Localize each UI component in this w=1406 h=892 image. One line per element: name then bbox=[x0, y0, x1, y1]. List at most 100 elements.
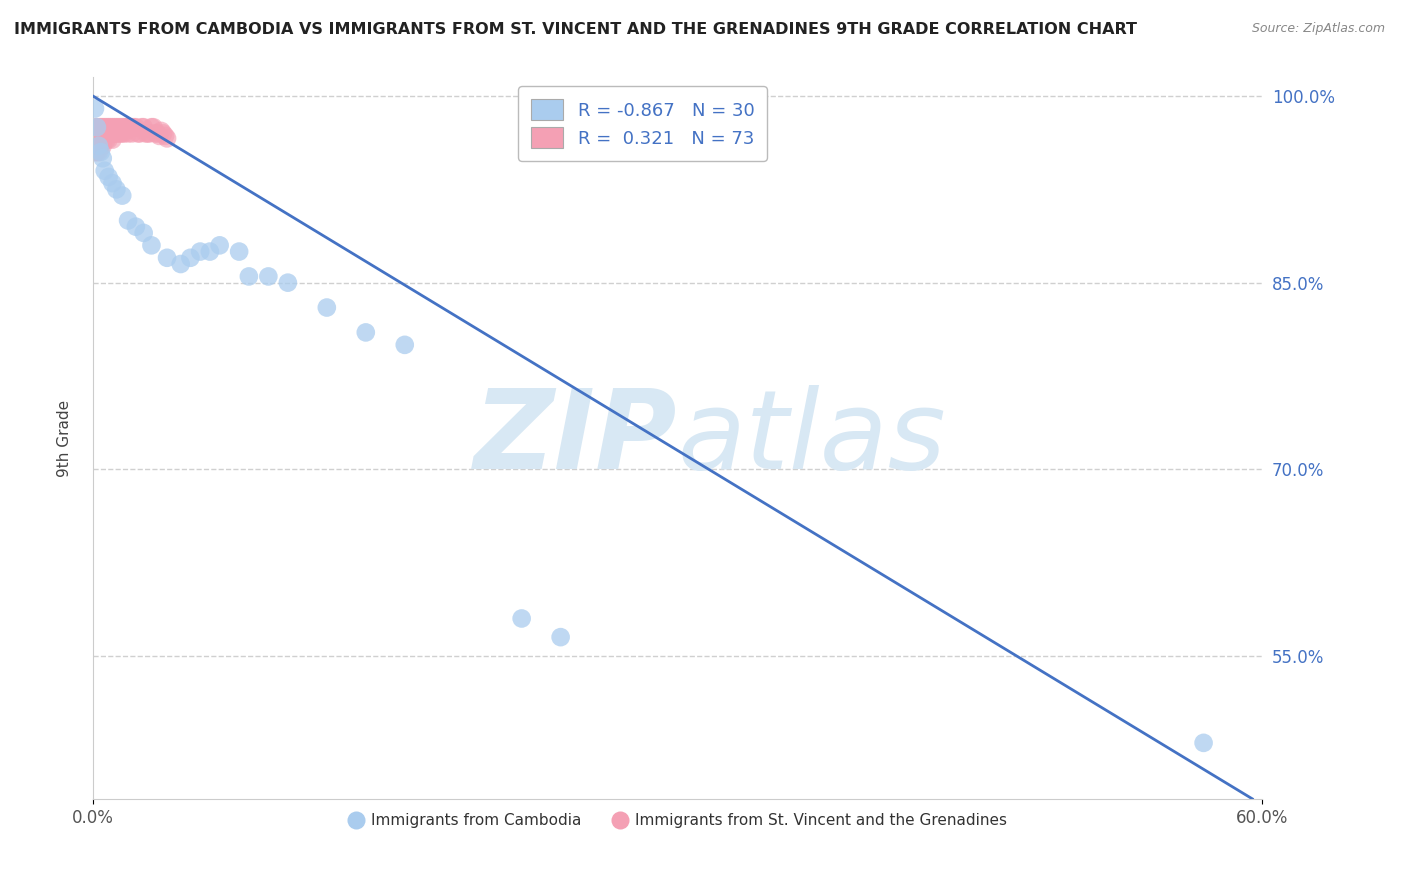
Point bbox=[90, 127, 112, 141]
Point bbox=[131, 120, 153, 135]
Point bbox=[208, 238, 231, 252]
Point bbox=[111, 188, 134, 202]
Point bbox=[90, 145, 112, 159]
Point bbox=[136, 127, 159, 141]
Point bbox=[550, 630, 572, 644]
Point bbox=[93, 127, 115, 141]
Point bbox=[122, 120, 145, 135]
Point bbox=[153, 128, 176, 143]
Point bbox=[354, 326, 377, 340]
Point bbox=[128, 127, 150, 141]
Point bbox=[170, 257, 193, 271]
Point bbox=[93, 133, 115, 147]
Point bbox=[84, 120, 107, 135]
Point bbox=[135, 127, 157, 141]
Point bbox=[143, 127, 166, 141]
Point bbox=[91, 139, 114, 153]
Point bbox=[96, 127, 118, 141]
Point bbox=[84, 133, 107, 147]
Point bbox=[156, 131, 179, 145]
Point bbox=[91, 127, 114, 141]
Point bbox=[103, 120, 125, 135]
Point bbox=[90, 139, 112, 153]
Point bbox=[117, 127, 139, 141]
Point bbox=[86, 145, 108, 159]
Point bbox=[127, 127, 149, 141]
Y-axis label: 9th Grade: 9th Grade bbox=[58, 400, 72, 476]
Point bbox=[91, 151, 114, 165]
Point bbox=[115, 120, 138, 135]
Point bbox=[125, 120, 148, 135]
Point bbox=[96, 120, 118, 135]
Legend: Immigrants from Cambodia, Immigrants from St. Vincent and the Grenadines: Immigrants from Cambodia, Immigrants fro… bbox=[342, 807, 1012, 835]
Text: Source: ZipAtlas.com: Source: ZipAtlas.com bbox=[1251, 22, 1385, 36]
Point bbox=[87, 139, 110, 153]
Point bbox=[86, 133, 108, 147]
Point bbox=[101, 176, 124, 190]
Point bbox=[87, 133, 110, 147]
Point bbox=[97, 133, 120, 147]
Point bbox=[105, 127, 128, 141]
Point bbox=[125, 219, 148, 234]
Point bbox=[86, 139, 108, 153]
Point bbox=[100, 120, 122, 135]
Point bbox=[91, 133, 114, 147]
Point bbox=[101, 120, 124, 135]
Point bbox=[84, 102, 107, 116]
Point bbox=[138, 127, 160, 141]
Point bbox=[111, 127, 134, 141]
Point bbox=[87, 120, 110, 135]
Point bbox=[156, 251, 179, 265]
Point bbox=[142, 120, 165, 135]
Point bbox=[394, 338, 416, 352]
Text: IMMIGRANTS FROM CAMBODIA VS IMMIGRANTS FROM ST. VINCENT AND THE GRENADINES 9TH G: IMMIGRANTS FROM CAMBODIA VS IMMIGRANTS F… bbox=[14, 22, 1137, 37]
Point bbox=[141, 120, 163, 135]
Point bbox=[1192, 736, 1215, 750]
Point bbox=[84, 139, 107, 153]
Point bbox=[84, 127, 107, 141]
Point bbox=[84, 145, 107, 159]
Point bbox=[87, 127, 110, 141]
Point bbox=[121, 127, 143, 141]
Point bbox=[188, 244, 211, 259]
Point bbox=[87, 139, 110, 153]
Point bbox=[238, 269, 260, 284]
Point bbox=[110, 127, 132, 141]
Point bbox=[107, 120, 129, 135]
Text: ZIP: ZIP bbox=[474, 384, 678, 491]
Point bbox=[510, 611, 533, 625]
Point bbox=[97, 120, 120, 135]
Point bbox=[105, 120, 128, 135]
Point bbox=[93, 163, 115, 178]
Point bbox=[105, 182, 128, 196]
Point bbox=[93, 120, 115, 135]
Point bbox=[179, 251, 201, 265]
Point bbox=[152, 127, 174, 141]
Point bbox=[118, 120, 141, 135]
Point bbox=[228, 244, 250, 259]
Point bbox=[121, 120, 143, 135]
Point bbox=[101, 127, 124, 141]
Point bbox=[97, 169, 120, 184]
Point bbox=[103, 127, 125, 141]
Point bbox=[150, 124, 173, 138]
Point bbox=[100, 127, 122, 141]
Point bbox=[117, 120, 139, 135]
Point bbox=[257, 269, 280, 284]
Point bbox=[87, 145, 110, 159]
Point bbox=[96, 133, 118, 147]
Point bbox=[132, 120, 155, 135]
Point bbox=[117, 213, 139, 227]
Point bbox=[101, 133, 124, 147]
Point bbox=[107, 127, 129, 141]
Text: atlas: atlas bbox=[678, 384, 946, 491]
Point bbox=[110, 120, 132, 135]
Point bbox=[97, 127, 120, 141]
Point bbox=[315, 301, 337, 315]
Point bbox=[141, 238, 163, 252]
Point bbox=[112, 120, 135, 135]
Point bbox=[112, 127, 135, 141]
Point bbox=[90, 120, 112, 135]
Point bbox=[86, 127, 108, 141]
Point bbox=[277, 276, 299, 290]
